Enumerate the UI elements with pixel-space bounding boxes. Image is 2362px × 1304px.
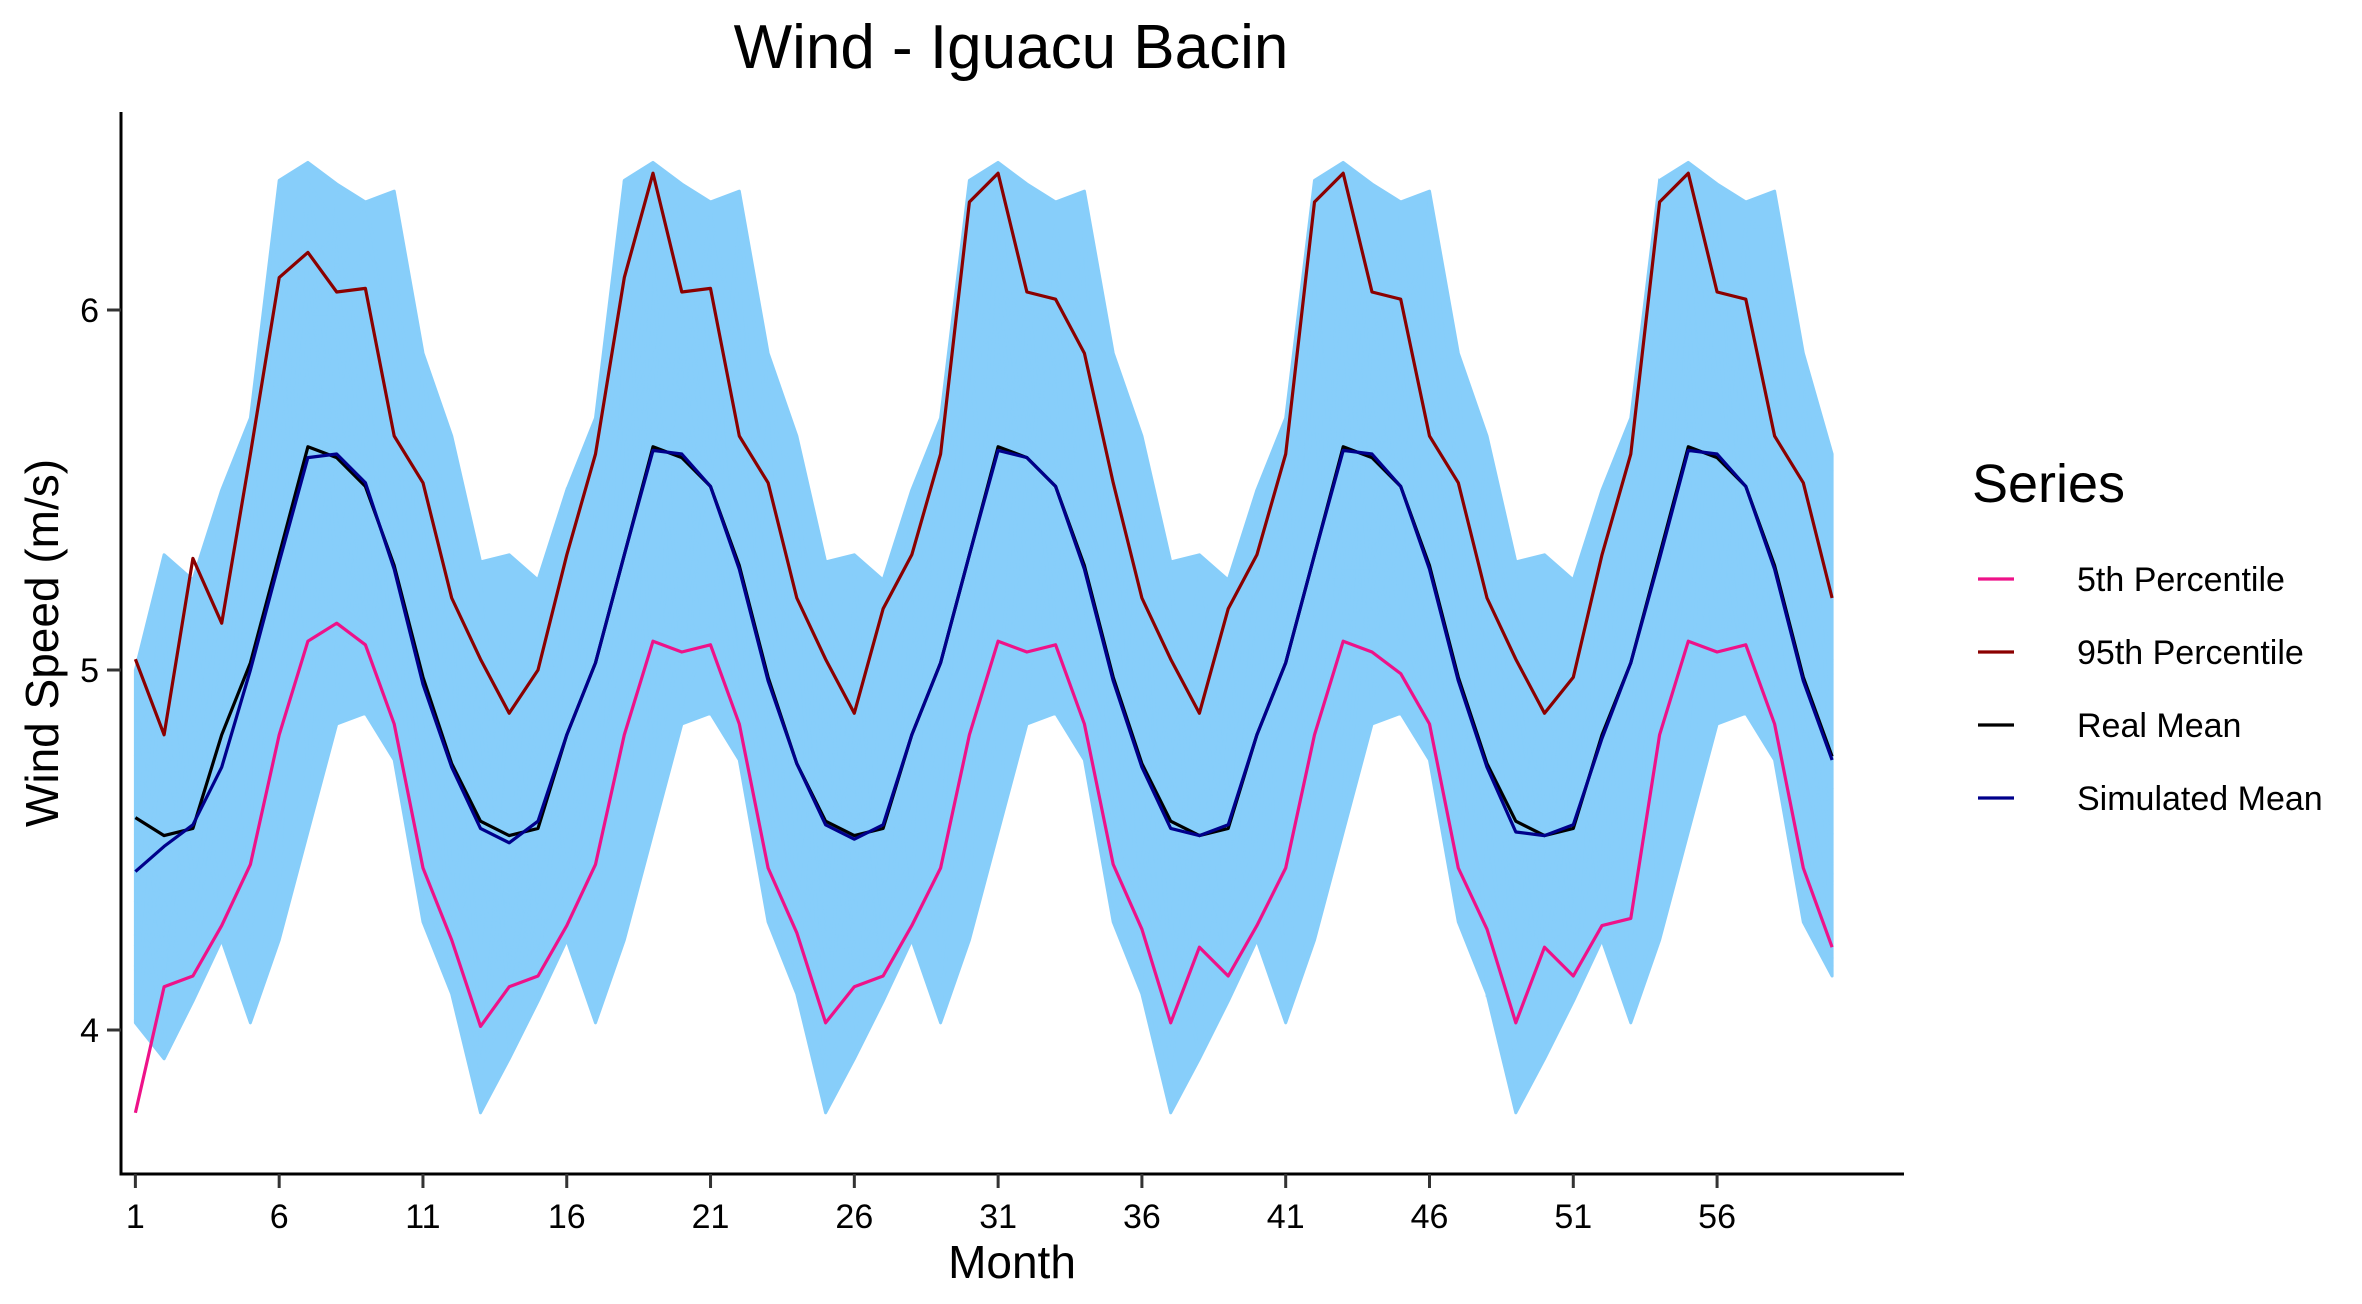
x-tick-label: 51 <box>1554 1198 1592 1236</box>
x-tick-label: 16 <box>548 1198 586 1236</box>
x-tick-label: 36 <box>1123 1198 1161 1236</box>
x-axis-label: Month <box>948 1236 1076 1288</box>
axes <box>119 112 1904 1176</box>
legend-label-real-mean: Real Mean <box>2077 707 2241 745</box>
legend: Series 5th Percentile 95th Percentile Real… <box>1972 454 2323 818</box>
simulated-trace <box>134 180 1834 1048</box>
x-tick-label: 1 <box>126 1198 145 1236</box>
x-tick-label: 56 <box>1698 1198 1736 1236</box>
chart-title: Wind - Iguacu Bacin <box>734 13 1289 82</box>
legend-label-95th-percentile: 95th Percentile <box>2077 634 2304 672</box>
simulation-band-layer <box>133 160 1834 1115</box>
x-tick-label: 46 <box>1411 1198 1449 1236</box>
simulated-trace <box>133 194 1834 1064</box>
x-tick-label: 6 <box>270 1198 289 1236</box>
legend-label-simulated-mean: Simulated Mean <box>2077 780 2323 818</box>
x-ticks: 1 6 11 16 21 26 31 36 41 46 51 56 <box>126 1174 1736 1236</box>
y-axis-label: Wind Speed (m/s) <box>16 459 68 827</box>
y-tick-label: 4 <box>80 1012 99 1050</box>
series-layer <box>133 171 1834 1114</box>
legend-items: 5th Percentile 95th Percentile Real Mean Si… <box>1978 561 2323 818</box>
x-tick-label: 41 <box>1267 1198 1305 1236</box>
legend-title: Series <box>1972 454 2125 514</box>
legend-label-5th-percentile: 5th Percentile <box>2077 561 2285 599</box>
x-tick-label: 26 <box>835 1198 873 1236</box>
x-tick-label: 21 <box>692 1198 730 1236</box>
y-tick-label: 6 <box>80 292 99 330</box>
x-tick-label: 11 <box>405 1198 440 1236</box>
x-tick-label: 31 <box>979 1198 1017 1236</box>
y-ticks: 4 5 6 <box>80 292 121 1050</box>
y-tick-label: 5 <box>80 652 99 690</box>
series-line-simulated-mean <box>134 448 1834 873</box>
series-line-5th-percentile <box>133 621 1834 1114</box>
series-line-95th-percentile <box>133 171 1834 737</box>
simulated-trace <box>134 182 1834 1070</box>
